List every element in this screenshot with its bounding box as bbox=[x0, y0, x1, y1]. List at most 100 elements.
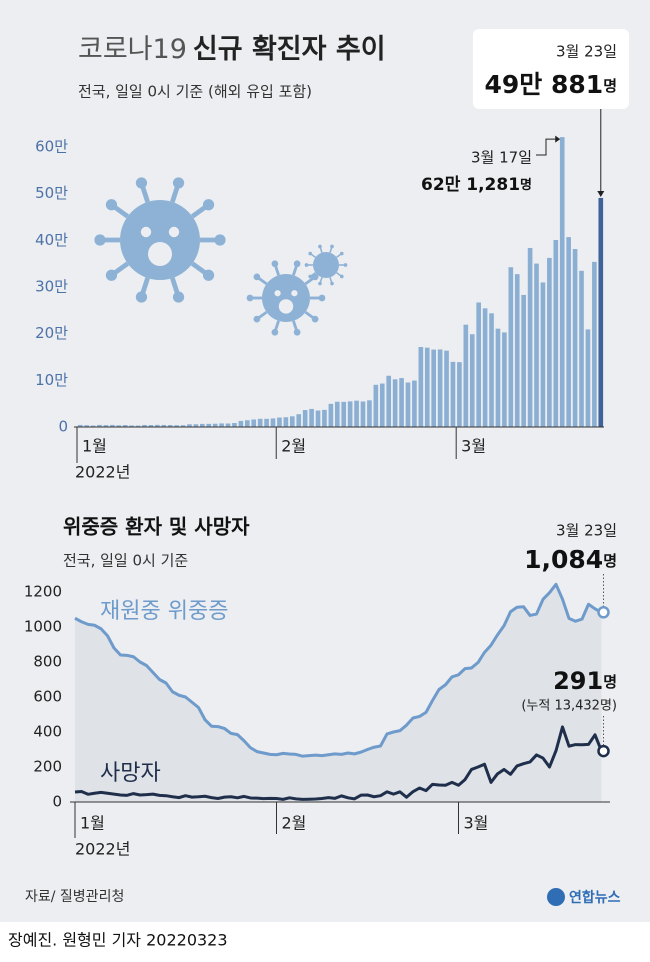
annotation-note: (누적 13,432명) bbox=[521, 699, 617, 714]
virus-spike-tip bbox=[318, 281, 322, 286]
bar bbox=[328, 403, 334, 427]
annotation-number: 1,084 bbox=[524, 545, 603, 574]
bar bbox=[547, 257, 552, 427]
bar bbox=[264, 418, 269, 427]
x-tick-label: 1월 bbox=[80, 814, 105, 833]
bar bbox=[180, 425, 186, 427]
bar bbox=[566, 237, 571, 427]
bar bbox=[386, 375, 392, 427]
annotation-date: 3월 17일 bbox=[471, 149, 532, 167]
bar bbox=[174, 425, 179, 427]
x-tick-label: 3월 bbox=[461, 437, 486, 456]
bar bbox=[289, 416, 295, 427]
virus-spike-tip bbox=[271, 260, 279, 268]
series-label: 재원중 위중증 bbox=[100, 599, 228, 624]
bar bbox=[167, 425, 173, 427]
bar bbox=[142, 424, 147, 427]
virus-spike-tip bbox=[343, 263, 348, 267]
y-tick-label: 400 bbox=[33, 723, 62, 741]
virus-spike-tip bbox=[105, 269, 118, 281]
bar bbox=[270, 418, 276, 427]
bar bbox=[559, 137, 565, 428]
bar bbox=[232, 423, 237, 427]
area bbox=[75, 584, 602, 802]
virus-eye bbox=[291, 290, 298, 297]
bar bbox=[309, 408, 314, 427]
virus-spike-tip bbox=[308, 251, 313, 256]
virus-spike-tip bbox=[253, 315, 261, 323]
bar bbox=[244, 420, 250, 427]
bar bbox=[296, 414, 302, 427]
annotation-unit: 명 bbox=[520, 177, 532, 193]
bar bbox=[579, 270, 584, 427]
series-line bbox=[74, 725, 603, 801]
virus-spike-tip bbox=[293, 328, 301, 336]
bar bbox=[572, 249, 578, 427]
virus-mouth bbox=[278, 299, 294, 314]
annotation-number: 62만 1,281 bbox=[421, 175, 520, 195]
bar bbox=[110, 424, 115, 427]
callout-date: 3월 23일 bbox=[556, 43, 617, 61]
virus-spike-tip bbox=[246, 294, 254, 302]
virus-spike-tip bbox=[135, 177, 148, 189]
x-tick-label: 2월 bbox=[281, 437, 306, 456]
annotation-value: 62만 1,281명 bbox=[421, 175, 532, 195]
bar bbox=[116, 425, 122, 427]
bar bbox=[508, 267, 514, 427]
annotation-unit: 명 bbox=[603, 673, 617, 691]
annotation-number: 291 bbox=[553, 667, 603, 695]
bar bbox=[84, 425, 89, 427]
bar bbox=[585, 329, 591, 427]
bar bbox=[392, 379, 398, 427]
bar bbox=[405, 382, 411, 427]
bar bbox=[283, 417, 289, 427]
callout-number: 49만 881 bbox=[485, 70, 604, 99]
bar bbox=[463, 324, 469, 427]
bar bbox=[360, 401, 366, 427]
chart-subtitle: 전국, 일일 0시 기준 (해외 유입 포함) bbox=[78, 83, 312, 101]
bar bbox=[347, 401, 353, 427]
bar bbox=[367, 400, 372, 427]
x-year-label: 2022년 bbox=[75, 840, 130, 859]
bar bbox=[418, 346, 424, 427]
bar bbox=[527, 247, 533, 427]
credit: 장예진. 원형민 기자 20220323 bbox=[8, 931, 228, 950]
callout-arrow bbox=[597, 190, 605, 197]
series-label: 사망자 bbox=[100, 761, 161, 786]
virus-spike-tip bbox=[293, 260, 301, 268]
virus-spike-tip bbox=[304, 263, 309, 267]
bar bbox=[514, 274, 520, 427]
virus-mouth bbox=[148, 242, 172, 266]
y-tick-label: 10만 bbox=[35, 371, 68, 389]
virus-spike-tip bbox=[253, 273, 261, 281]
logo-mark bbox=[547, 888, 565, 906]
bar bbox=[379, 383, 385, 427]
y-tick-label: 1200 bbox=[24, 583, 62, 601]
virus-spike-tip bbox=[214, 234, 226, 246]
virus-spike-tip bbox=[105, 199, 118, 211]
bar bbox=[90, 425, 96, 427]
y-tick-label: 1000 bbox=[24, 618, 62, 636]
bar bbox=[129, 425, 134, 427]
bar bbox=[373, 384, 379, 427]
bar bbox=[457, 362, 462, 427]
virus-spike-tip bbox=[311, 315, 319, 323]
annotation-value: 291명 bbox=[553, 667, 617, 695]
virus-spike-tip bbox=[318, 294, 326, 302]
bar bbox=[251, 419, 257, 427]
annotation-arrow bbox=[555, 135, 561, 143]
virus-illustration bbox=[94, 177, 348, 336]
chart-title-prefix: 코로나19 bbox=[78, 34, 187, 65]
y-tick-label: 40만 bbox=[35, 231, 68, 249]
bar bbox=[155, 424, 160, 427]
bar bbox=[315, 410, 321, 427]
virus-spike-tip bbox=[330, 244, 334, 249]
callout-box bbox=[473, 29, 629, 109]
bar bbox=[103, 425, 109, 427]
bar bbox=[341, 401, 347, 427]
bar bbox=[412, 380, 417, 427]
annotation-value: 1,084명 bbox=[524, 545, 617, 574]
bar bbox=[469, 334, 475, 427]
annotation-leader bbox=[536, 138, 557, 156]
virus-spike-tip bbox=[330, 281, 334, 286]
